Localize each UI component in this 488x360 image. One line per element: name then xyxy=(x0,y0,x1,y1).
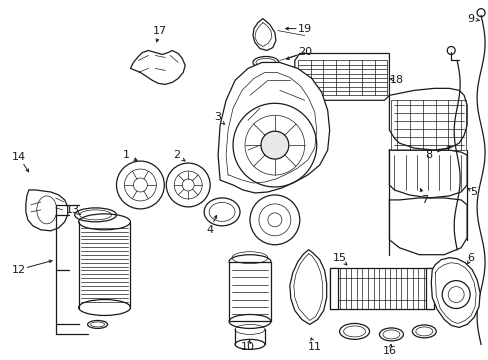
Text: 11: 11 xyxy=(307,342,321,352)
Bar xyxy=(329,268,433,310)
Text: 9: 9 xyxy=(467,14,474,24)
Text: 13: 13 xyxy=(65,205,80,215)
Polygon shape xyxy=(218,62,329,193)
Text: 18: 18 xyxy=(388,75,403,85)
Text: 19: 19 xyxy=(297,24,311,33)
Circle shape xyxy=(261,131,288,159)
Text: 16: 16 xyxy=(382,346,396,356)
Bar xyxy=(426,268,433,310)
Polygon shape xyxy=(289,250,326,324)
Text: 14: 14 xyxy=(12,152,26,162)
Polygon shape xyxy=(388,88,466,150)
Text: 7: 7 xyxy=(420,195,427,205)
Text: 4: 4 xyxy=(206,225,213,235)
Polygon shape xyxy=(294,54,388,100)
Text: 3: 3 xyxy=(214,112,221,122)
Text: 12: 12 xyxy=(12,265,26,275)
Bar xyxy=(228,262,270,321)
Bar xyxy=(329,268,337,310)
Text: 1: 1 xyxy=(122,150,130,160)
Text: 5: 5 xyxy=(469,187,477,197)
Bar xyxy=(390,100,465,150)
Text: 10: 10 xyxy=(241,342,254,352)
Polygon shape xyxy=(26,190,67,231)
Polygon shape xyxy=(252,19,275,50)
Polygon shape xyxy=(430,258,479,328)
Text: 20: 20 xyxy=(297,48,311,58)
Text: 6: 6 xyxy=(467,253,474,263)
Polygon shape xyxy=(130,50,185,84)
Text: 17: 17 xyxy=(153,26,167,36)
Text: 2: 2 xyxy=(172,150,180,160)
Text: 15: 15 xyxy=(332,253,346,263)
Text: 8: 8 xyxy=(425,150,432,160)
